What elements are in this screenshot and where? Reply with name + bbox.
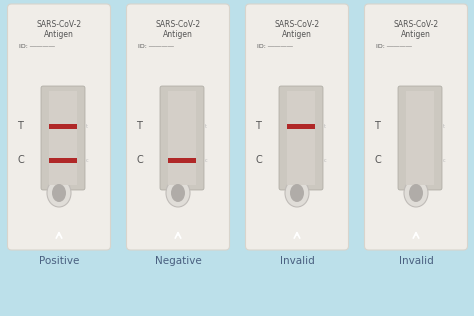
Text: T: T — [255, 121, 261, 131]
Text: T: T — [374, 121, 380, 131]
Text: ID: ――――: ID: ―――― — [19, 44, 55, 49]
Text: Antigen: Antigen — [163, 30, 193, 39]
FancyBboxPatch shape — [41, 86, 85, 190]
Text: c: c — [86, 157, 89, 162]
Text: Positive: Positive — [39, 256, 79, 266]
Ellipse shape — [290, 184, 304, 202]
Text: C: C — [255, 155, 262, 165]
Ellipse shape — [171, 184, 185, 202]
Text: Invalid: Invalid — [280, 256, 314, 266]
Bar — [168, 157, 196, 162]
Bar — [49, 157, 77, 162]
Ellipse shape — [285, 179, 309, 207]
FancyBboxPatch shape — [160, 86, 204, 190]
Text: C: C — [18, 155, 24, 165]
Text: Invalid: Invalid — [399, 256, 433, 266]
Bar — [49, 124, 77, 129]
Text: Antigen: Antigen — [282, 30, 312, 39]
Bar — [49, 91, 77, 185]
FancyBboxPatch shape — [365, 4, 467, 250]
Text: t: t — [86, 124, 88, 129]
Text: t: t — [324, 124, 326, 129]
FancyBboxPatch shape — [279, 86, 323, 190]
Text: SARS-CoV-2: SARS-CoV-2 — [36, 20, 82, 29]
Text: SARS-CoV-2: SARS-CoV-2 — [274, 20, 319, 29]
Text: ID: ――――: ID: ―――― — [257, 44, 293, 49]
Text: SARS-CoV-2: SARS-CoV-2 — [393, 20, 438, 29]
Text: Negative: Negative — [155, 256, 201, 266]
Text: Antigen: Antigen — [401, 30, 431, 39]
FancyBboxPatch shape — [398, 86, 442, 190]
Text: t: t — [205, 124, 207, 129]
Bar — [406, 91, 434, 185]
FancyBboxPatch shape — [8, 4, 110, 250]
Text: t: t — [443, 124, 445, 129]
FancyBboxPatch shape — [246, 4, 348, 250]
Text: T: T — [18, 121, 23, 131]
Ellipse shape — [166, 179, 190, 207]
Text: ID: ――――: ID: ―――― — [376, 44, 412, 49]
Text: C: C — [137, 155, 143, 165]
Text: SARS-CoV-2: SARS-CoV-2 — [155, 20, 201, 29]
Bar — [287, 91, 315, 185]
Text: ID: ――――: ID: ―――― — [138, 44, 174, 49]
Text: c: c — [324, 157, 327, 162]
Bar — [287, 124, 315, 129]
Text: T: T — [137, 121, 142, 131]
Text: c: c — [443, 157, 446, 162]
Ellipse shape — [404, 179, 428, 207]
Ellipse shape — [47, 179, 71, 207]
Bar — [168, 91, 196, 185]
Ellipse shape — [52, 184, 66, 202]
Text: C: C — [374, 155, 381, 165]
Ellipse shape — [409, 184, 423, 202]
FancyBboxPatch shape — [127, 4, 229, 250]
Text: c: c — [205, 157, 208, 162]
Text: Antigen: Antigen — [44, 30, 74, 39]
